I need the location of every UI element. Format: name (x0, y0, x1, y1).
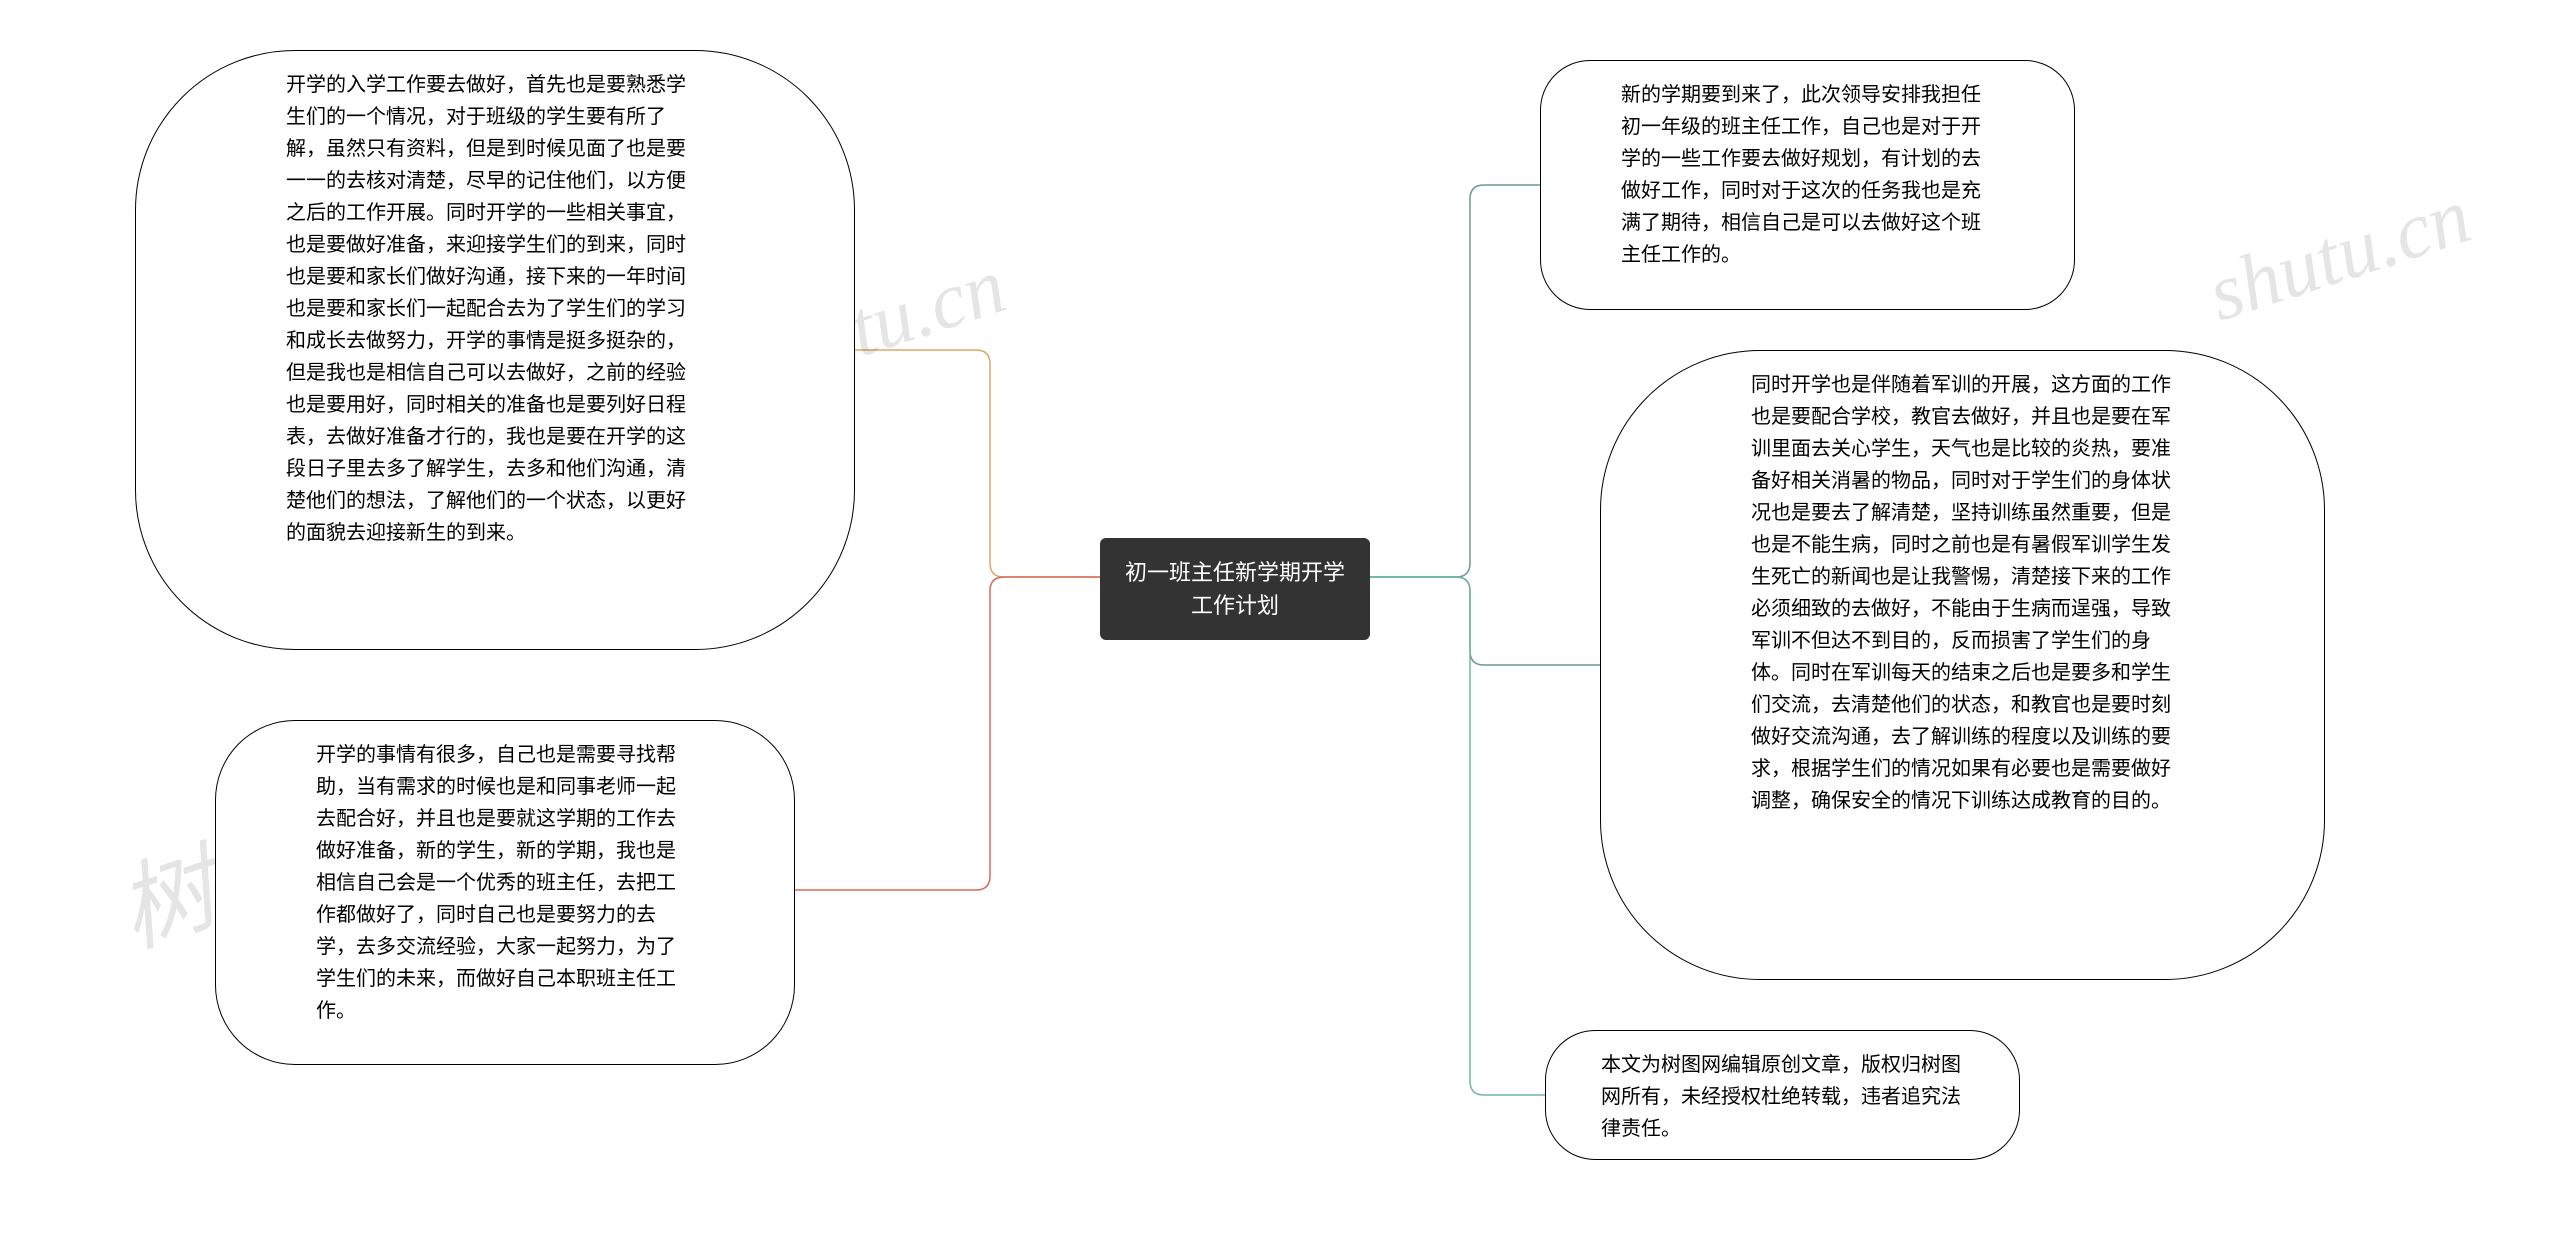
branch-text: 开学的入学工作要去做好，首先也是要熟悉学生们的一个情况，对于班级的学生要有所了解… (286, 74, 686, 544)
branch-node-right-top: 新的学期要到来了，此次领导安排我担任初一年级的班主任工作，自己也是对于开学的一些… (1540, 60, 2075, 310)
mindmap-canvas: shutu.cn树图树图shutu.cn 初一班主任新学期开学工作计划 开学的入… (0, 0, 2560, 1240)
branch-text: 同时开学也是伴随着军训的开展，这方面的工作也是要配合学校，教官去做好，并且也是要… (1751, 374, 2171, 812)
center-node-text: 初一班主任新学期开学工作计划 (1125, 560, 1345, 618)
branch-node-right-mid: 同时开学也是伴随着军训的开展，这方面的工作也是要配合学校，教官去做好，并且也是要… (1600, 350, 2325, 980)
branch-text: 本文为树图网编辑原创文章，版权归树图网所有，未经授权杜绝转载，违者追究法律责任。 (1601, 1054, 1961, 1140)
watermark: shutu.cn (2198, 171, 2482, 341)
branch-text: 开学的事情有很多，自己也是需要寻找帮助，当有需求的时候也是和同事老师一起去配合好… (316, 744, 676, 1022)
branch-node-left-bottom: 开学的事情有很多，自己也是需要寻找帮助，当有需求的时候也是和同事老师一起去配合好… (215, 720, 795, 1065)
branch-node-left-top: 开学的入学工作要去做好，首先也是要熟悉学生们的一个情况，对于班级的学生要有所了解… (135, 50, 855, 650)
center-node: 初一班主任新学期开学工作计划 (1100, 538, 1370, 640)
branch-text: 新的学期要到来了，此次领导安排我担任初一年级的班主任工作，自己也是对于开学的一些… (1621, 84, 1981, 266)
branch-node-right-bottom: 本文为树图网编辑原创文章，版权归树图网所有，未经授权杜绝转载，违者追究法律责任。 (1545, 1030, 2020, 1160)
